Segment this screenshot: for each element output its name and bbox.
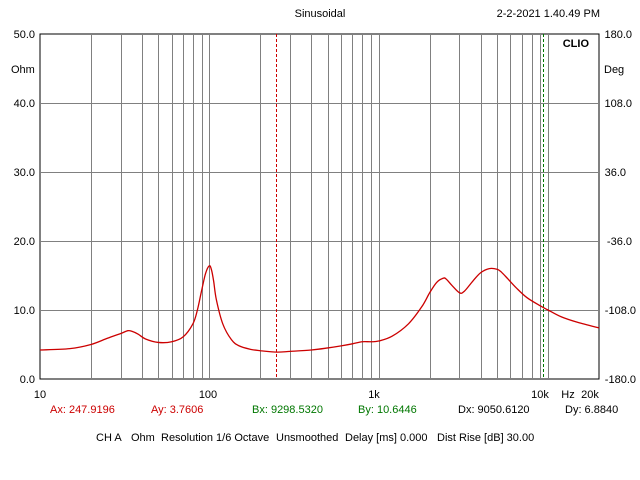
right-tick: -36.0 (607, 236, 632, 248)
cursor-delta-x: Dx: 9050.6120 (458, 404, 530, 416)
cursor-a-y: Ay: 3.7606 (151, 404, 203, 416)
left-tick: 50.0 (14, 29, 35, 41)
x-tick: 10 (34, 389, 46, 401)
x-tick: 100 (199, 389, 217, 401)
x-tick: 10k (531, 389, 549, 401)
cursor-a-x: Ax: 247.9196 (50, 404, 115, 416)
right-tick: 36.0 (605, 167, 626, 179)
x-axis-unit: Hz (561, 389, 574, 401)
left-tick: 0.0 (20, 374, 35, 386)
cursor-lines (276, 34, 544, 379)
left-tick: 20.0 (14, 236, 35, 248)
cursor-b-x: Bx: 9298.5320 (252, 404, 323, 416)
dist-rise-label: Dist Rise [dB] 30.00 (437, 432, 534, 444)
x-tick: 1k (368, 389, 380, 401)
left-axis-unit: Ohm (11, 64, 35, 76)
clio-logo: CLIO (563, 38, 590, 50)
left-tick: 30.0 (14, 167, 35, 179)
cursor-b-y: By: 10.6446 (358, 404, 417, 416)
resolution-label: Resolution 1/6 Octave (161, 432, 269, 444)
right-axis-unit: Deg (604, 64, 624, 76)
measurement-mode: Sinusoidal (295, 8, 346, 20)
smoothing-label: Unsmoothed (276, 432, 338, 444)
left-tick: 10.0 (14, 305, 35, 317)
right-tick: -108.0 (605, 305, 636, 317)
impedance-curve (39, 265, 600, 353)
right-tick: 108.0 (604, 98, 632, 110)
left-tick: 40.0 (14, 98, 35, 110)
delay-label: Delay [ms] 0.000 (345, 432, 428, 444)
cursor-delta-y: Dy: 6.8840 (565, 404, 618, 416)
unit-label: Ohm (131, 432, 155, 444)
right-tick: 180.0 (604, 29, 632, 41)
grid (40, 34, 599, 379)
channel-label: CH A (96, 432, 122, 444)
datetime: 2-2-2021 1.40.49 PM (497, 8, 600, 20)
plot-area (39, 33, 600, 380)
right-tick: -180.0 (605, 374, 636, 386)
x-tick: 20k (581, 389, 599, 401)
